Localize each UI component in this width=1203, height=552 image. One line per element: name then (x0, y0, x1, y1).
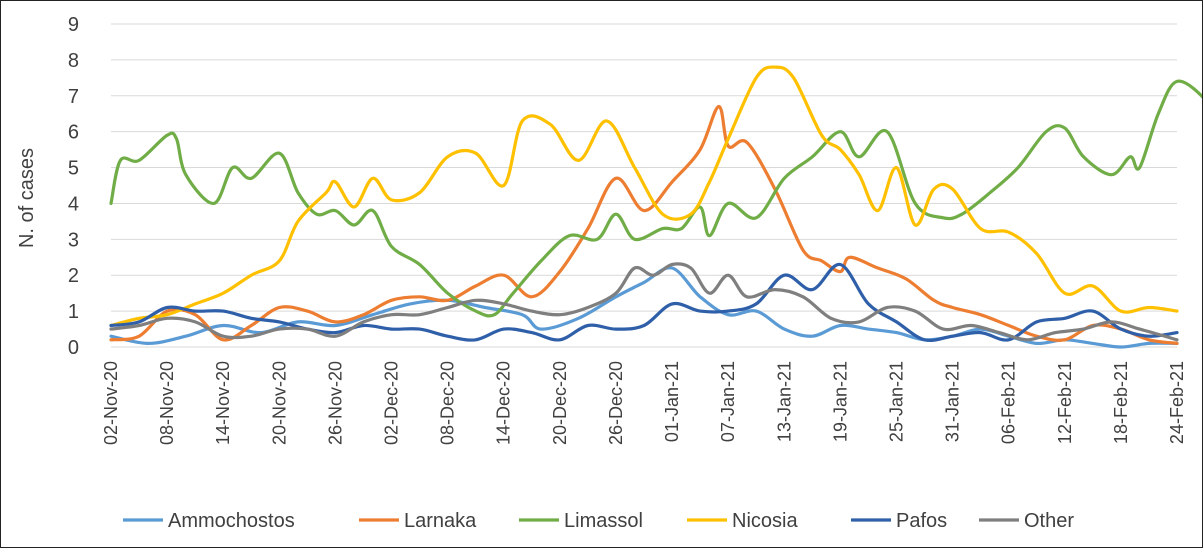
y-tick-label: 6 (68, 122, 79, 144)
x-axis-ticks: 02-Nov-20 08-Nov-20 14-Nov-20 20-Nov-20 26-N… (101, 361, 1187, 445)
x-tick-label: 20-Nov-20 (269, 361, 289, 445)
legend-label-nicosia: Nicosia (732, 510, 798, 532)
x-tick-label: 26-Dec-20 (606, 361, 626, 445)
x-tick-label: 06-Feb-21 (999, 361, 1019, 444)
series-line-pafos (109, 262, 1179, 343)
y-tick-label: 4 (68, 193, 79, 215)
x-tick-label: 02-Dec-20 (382, 361, 402, 445)
legend-label-limassol: Limassol (564, 510, 643, 532)
y-tick-label: 2 (68, 265, 79, 287)
x-tick-label: 26-Nov-20 (325, 361, 345, 445)
x-tick-label: 01-Jan-21 (662, 361, 682, 442)
y-axis-label: N. of cases (16, 148, 38, 248)
y-axis-ticks: 0 1 2 3 4 5 6 7 8 9 (68, 14, 79, 359)
x-tick-label: 02-Nov-20 (101, 361, 121, 445)
legend-label-larnaka: Larnaka (404, 510, 477, 532)
x-tick-label: 18-Feb-21 (1111, 361, 1131, 444)
legend: Ammochostos Larnaka Limassol Nicosia Pafos Ot… (123, 510, 1074, 532)
y-tick-label: 5 (68, 158, 79, 180)
y-tick-label: 8 (68, 50, 79, 72)
x-tick-label: 14-Nov-20 (213, 361, 233, 445)
y-tick-label: 7 (68, 86, 79, 108)
legend-label-other: Other (1024, 510, 1074, 532)
series-line-limassol (109, 79, 1203, 318)
x-tick-label: 08-Nov-20 (157, 361, 177, 445)
x-tick-label: 24-Feb-21 (1167, 361, 1187, 444)
legend-label-ammochostos: Ammochostos (168, 510, 295, 532)
legend-label-pafos: Pafos (896, 510, 947, 532)
x-tick-label: 14-Dec-20 (494, 361, 514, 445)
series-line-nicosia (109, 65, 1179, 328)
series-line-other (109, 262, 1179, 342)
x-tick-label: 13-Jan-21 (774, 361, 794, 442)
x-tick-label: 08-Dec-20 (438, 361, 458, 445)
series-line-larnaka (109, 104, 1179, 345)
x-tick-label: 25-Jan-21 (886, 361, 906, 442)
x-tick-label: 12-Feb-21 (1055, 361, 1075, 444)
y-tick-label: 3 (68, 229, 79, 251)
x-tick-label: 20-Dec-20 (550, 361, 570, 445)
x-tick-label: 07-Jan-21 (718, 361, 738, 442)
y-tick-label: 1 (68, 301, 79, 323)
x-tick-label: 19-Jan-21 (830, 361, 850, 442)
y-tick-label: 0 (68, 337, 79, 359)
y-tick-label: 9 (68, 14, 79, 36)
series-lines (109, 65, 1203, 349)
x-tick-label: 31-Jan-21 (943, 361, 963, 442)
